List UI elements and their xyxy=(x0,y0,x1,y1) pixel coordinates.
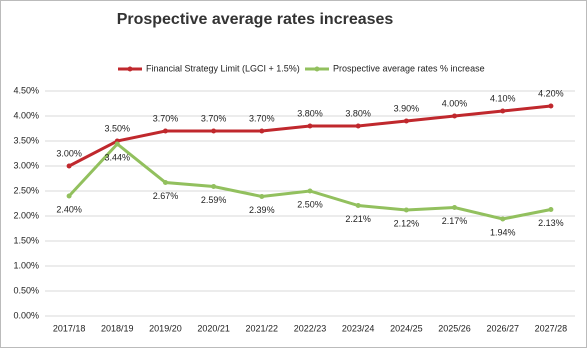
point xyxy=(452,205,458,210)
point xyxy=(66,193,72,199)
y-tick-label: 0.00% xyxy=(13,310,39,320)
x-tick-label: 2027/28 xyxy=(535,323,568,333)
data-label: 3.00% xyxy=(56,148,82,158)
point xyxy=(355,203,361,208)
x-tick-label: 2019/20 xyxy=(149,323,182,333)
y-tick-label: 3.00% xyxy=(13,160,39,170)
y-tick-label: 0.50% xyxy=(13,285,39,295)
y-tick-label: 2.50% xyxy=(13,185,39,195)
x-tick-label: 2026/27 xyxy=(486,323,519,333)
point xyxy=(307,188,313,194)
data-label: 1.94% xyxy=(490,227,516,237)
data-label: 3.70% xyxy=(201,113,227,123)
data-label: 2.50% xyxy=(297,199,323,209)
point xyxy=(211,128,217,134)
point xyxy=(162,128,168,134)
x-tick-label: 2025/26 xyxy=(438,323,471,333)
x-tick-label: 2022/23 xyxy=(294,323,327,333)
data-label: 3.44% xyxy=(105,152,131,162)
x-tick-label: 2020/21 xyxy=(197,323,230,333)
x-tick-label: 2023/24 xyxy=(342,323,375,333)
point xyxy=(500,108,506,114)
point xyxy=(114,141,120,147)
data-label: 4.00% xyxy=(442,98,468,108)
y-tick-label: 1.50% xyxy=(13,235,39,245)
point xyxy=(500,216,506,222)
point xyxy=(66,163,72,169)
data-label: 3.70% xyxy=(153,113,179,123)
point xyxy=(211,184,217,189)
data-label: 4.10% xyxy=(490,93,516,103)
point xyxy=(548,103,554,109)
point xyxy=(259,194,265,199)
data-label: 2.12% xyxy=(394,218,420,228)
x-tick-label: 2017/18 xyxy=(53,323,86,333)
point xyxy=(403,207,409,213)
point xyxy=(548,207,554,212)
point xyxy=(452,113,458,119)
y-tick-label: 4.50% xyxy=(13,85,39,95)
legend-label: Prospective average rates % increase xyxy=(333,63,485,73)
data-label: 3.80% xyxy=(345,108,371,118)
data-label: 2.17% xyxy=(442,216,468,226)
legend-marker xyxy=(127,66,133,72)
data-label: 3.80% xyxy=(297,108,323,118)
data-label: 2.39% xyxy=(249,205,275,215)
legend-marker xyxy=(314,66,320,72)
point xyxy=(403,118,409,124)
data-label: 4.20% xyxy=(538,88,564,98)
data-label: 2.21% xyxy=(345,214,371,224)
y-tick-label: 3.50% xyxy=(13,135,39,145)
data-label: 2.40% xyxy=(56,204,82,214)
x-tick-label: 2021/22 xyxy=(246,323,279,333)
data-label: 2.13% xyxy=(538,218,564,228)
chart-title: Prospective average rates increases xyxy=(117,11,394,28)
x-tick-label: 2024/25 xyxy=(390,323,423,333)
data-label: 2.67% xyxy=(153,191,179,201)
legend-label: Financial Strategy Limit (LGCI + 1.5%) xyxy=(146,63,300,73)
data-label: 2.59% xyxy=(201,195,227,205)
y-tick-label: 2.00% xyxy=(13,210,39,220)
point xyxy=(162,180,168,185)
data-label: 3.50% xyxy=(105,123,131,133)
point xyxy=(355,123,361,129)
x-tick-label: 2018/19 xyxy=(101,323,134,333)
point xyxy=(259,128,265,134)
data-label: 3.90% xyxy=(394,103,420,113)
y-tick-label: 4.00% xyxy=(13,110,39,120)
point xyxy=(307,123,313,129)
y-tick-label: 1.00% xyxy=(13,260,39,270)
data-label: 3.70% xyxy=(249,113,275,123)
